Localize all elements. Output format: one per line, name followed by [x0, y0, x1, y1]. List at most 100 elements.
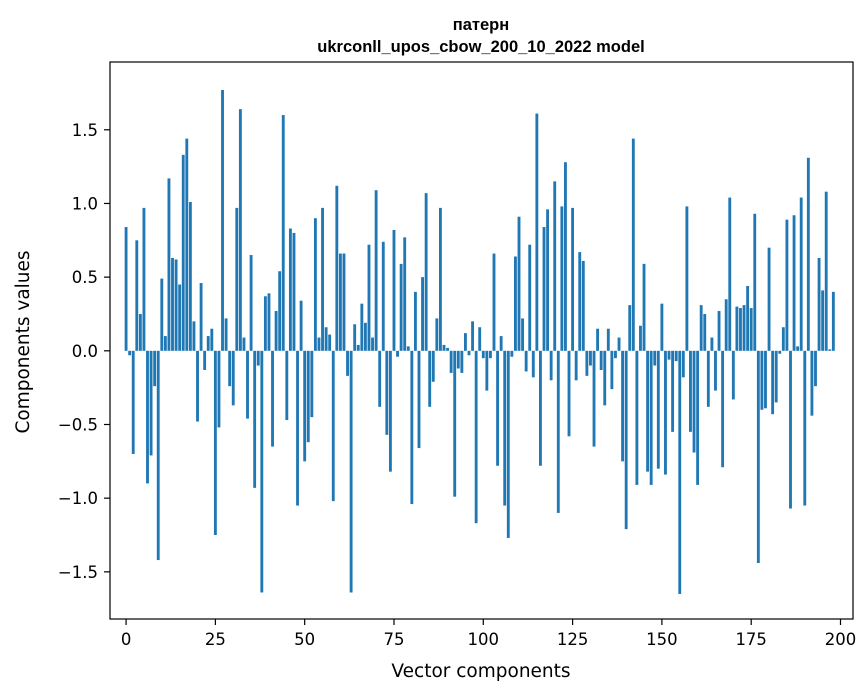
- bar: [438, 207, 442, 351]
- bar: [764, 350, 767, 409]
- bar: [746, 285, 750, 351]
- bar: [410, 350, 414, 505]
- bar: [567, 350, 571, 437]
- plot-area-frame: [109, 61, 854, 620]
- bar: [156, 350, 160, 561]
- bar: [796, 346, 800, 351]
- bar: [263, 296, 267, 351]
- bar: [635, 350, 639, 485]
- bar: [721, 350, 725, 468]
- bar: [546, 209, 550, 351]
- bar: [660, 303, 664, 351]
- bar: [674, 350, 678, 362]
- x-tick-label: 125: [557, 630, 589, 649]
- bar: [306, 350, 310, 443]
- bar: [617, 337, 621, 351]
- bar: [342, 253, 346, 351]
- bar: [631, 138, 635, 351]
- x-tick-label: 50: [294, 630, 315, 649]
- y-tick-label: −1.0: [58, 489, 98, 508]
- bar: [471, 321, 474, 351]
- bar: [221, 89, 224, 351]
- bar: [803, 350, 807, 506]
- bar: [581, 260, 585, 351]
- bar: [363, 322, 367, 351]
- bar: [442, 344, 446, 351]
- bar: [510, 350, 514, 357]
- bar: [817, 257, 821, 351]
- bar: [542, 227, 546, 351]
- bar: [589, 350, 592, 366]
- bar: [549, 350, 553, 381]
- bar: [792, 215, 796, 351]
- y-tick-label: 0.5: [72, 268, 98, 287]
- bar: [578, 252, 582, 351]
- bar: [421, 277, 424, 351]
- bar: [463, 333, 467, 351]
- bar: [474, 350, 478, 524]
- bar: [506, 350, 510, 538]
- bar: [653, 350, 657, 366]
- bar: [603, 350, 607, 406]
- bar: [403, 237, 407, 351]
- y-axis-label: Components values: [13, 250, 34, 433]
- bar: [238, 109, 242, 351]
- y-tick-label: −0.5: [58, 415, 98, 434]
- bar: [717, 311, 721, 351]
- bar: [413, 291, 417, 351]
- bar: [399, 263, 403, 351]
- bar: [424, 193, 428, 351]
- bar: [564, 162, 567, 351]
- bar: [242, 337, 246, 351]
- bar: [467, 350, 471, 356]
- bar: [317, 337, 321, 351]
- bar: [374, 190, 378, 351]
- bar: [789, 350, 792, 509]
- bar: [203, 350, 207, 370]
- bar: [810, 350, 814, 416]
- bar: [417, 350, 421, 449]
- bar: [714, 350, 717, 391]
- bar: [146, 350, 149, 484]
- bar: [217, 350, 221, 428]
- bar: [481, 350, 485, 359]
- bar: [274, 311, 278, 351]
- x-tick-label: 100: [468, 630, 500, 649]
- bar: [249, 255, 253, 351]
- bar: [356, 344, 360, 351]
- bar: [499, 336, 503, 351]
- bar: [303, 350, 307, 462]
- bar: [396, 350, 399, 357]
- bar: [292, 232, 296, 351]
- bar: [571, 207, 575, 351]
- x-tick-label: 25: [205, 630, 226, 649]
- bar: [346, 350, 349, 376]
- chart-subtitle: ukrconll_upos_cbow_200_10_2022 model: [317, 38, 644, 56]
- bar: [446, 347, 449, 351]
- x-tick-label: 150: [646, 630, 678, 649]
- bar: [331, 350, 335, 502]
- bar: [199, 283, 203, 351]
- bar: [435, 318, 439, 351]
- bar: [328, 334, 332, 351]
- y-tick-label: 1.5: [72, 121, 98, 140]
- bar: [478, 327, 482, 351]
- chart-title: патерн: [453, 16, 509, 34]
- bar: [453, 350, 457, 497]
- bar: [299, 300, 303, 351]
- bar: [131, 350, 135, 454]
- bar: [699, 305, 703, 351]
- bar: [353, 324, 357, 351]
- bar: [489, 350, 492, 359]
- bar: [724, 299, 728, 351]
- bar: [824, 191, 828, 351]
- bar: [288, 228, 292, 351]
- bar: [781, 327, 785, 351]
- x-tick-label: 175: [735, 630, 767, 649]
- bar: [231, 350, 235, 406]
- bar: [431, 350, 435, 382]
- bar: [192, 321, 196, 351]
- bar: [539, 350, 542, 466]
- bar: [335, 185, 339, 351]
- bar: [449, 350, 453, 373]
